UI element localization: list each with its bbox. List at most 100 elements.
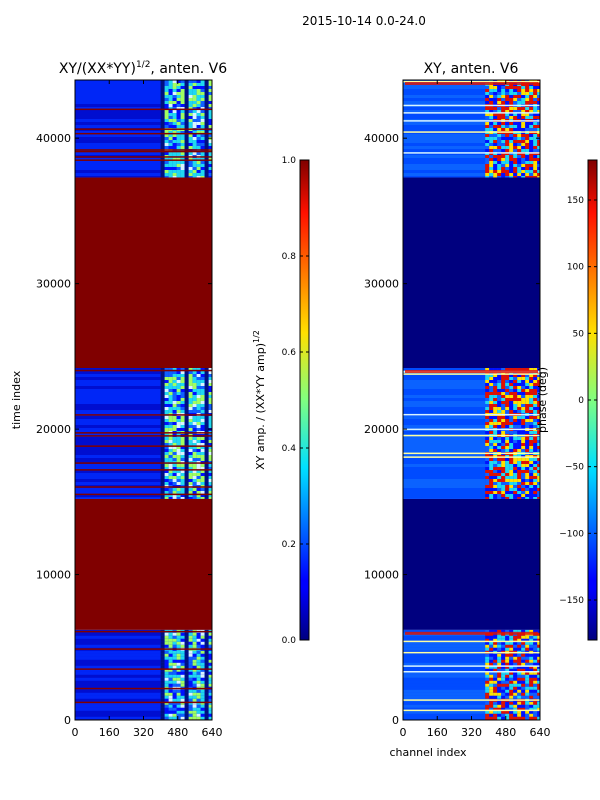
phase-cell (517, 395, 522, 398)
phase-cell (497, 368, 502, 371)
noise-cell (184, 440, 189, 443)
phase-cell (489, 125, 494, 128)
phase-cell (533, 641, 538, 645)
phase-cell (521, 701, 526, 705)
noise-cell (172, 698, 177, 702)
noise-cell (160, 440, 165, 443)
noise-cell (176, 449, 181, 452)
noise-cell (168, 494, 173, 497)
phase-cell (513, 644, 518, 648)
phase-cell (505, 377, 510, 380)
phase-cell (485, 470, 490, 473)
noise-cell (184, 467, 189, 470)
x-tick-label: 0 (400, 726, 407, 739)
phase-cell (513, 641, 518, 645)
phase-cell (497, 422, 502, 425)
noise-cell (196, 683, 201, 687)
noise-cell (204, 668, 209, 672)
phase-cell (537, 647, 540, 651)
phase-cell (533, 635, 538, 639)
noise-row (75, 665, 161, 669)
noise-cell (184, 683, 189, 687)
phase-cell (529, 110, 534, 113)
noise-cell (188, 164, 193, 167)
noise-cell (172, 707, 177, 711)
phase-cell (529, 143, 534, 146)
phase-cell (485, 170, 490, 173)
noise-cell (192, 368, 197, 371)
phase-cell (517, 92, 522, 95)
noise-cell (180, 146, 185, 149)
noise-cell (168, 668, 173, 672)
phase-cell (517, 161, 522, 164)
noise-cell (188, 674, 193, 678)
noise-row (75, 371, 161, 374)
phase-cell (533, 443, 538, 446)
phase-cell (485, 635, 490, 639)
noise-cell (208, 698, 212, 702)
noise-cell (164, 401, 169, 404)
phase-cell (497, 701, 502, 705)
phase-cell (493, 110, 498, 113)
phase-row (403, 161, 486, 164)
noise-cell (184, 161, 189, 164)
phase-cell (485, 659, 490, 663)
noise-cell (168, 131, 173, 134)
phase-cell (513, 677, 518, 681)
noise-cell (196, 464, 201, 467)
noise-cell (180, 140, 185, 143)
phase-cell (513, 704, 518, 708)
phase-cell (497, 689, 502, 693)
noise-cell (160, 368, 165, 371)
phase-cell (525, 686, 530, 690)
noise-cell (204, 665, 209, 669)
phase-cell (509, 437, 514, 440)
noise-cell (184, 632, 189, 636)
phase-cell (497, 404, 502, 407)
noise-cell (208, 659, 212, 663)
phase-cell (533, 167, 538, 170)
phase-cell (505, 122, 510, 125)
phase-cell (533, 89, 538, 92)
phase-cell (509, 398, 514, 401)
noise-cell (188, 116, 193, 119)
phase-cell (521, 482, 526, 485)
phase-cell (501, 440, 506, 443)
noise-cell (200, 161, 205, 164)
phase-cell (533, 383, 538, 386)
noise-cell (204, 398, 209, 401)
noise-cell (164, 440, 169, 443)
phase-cell (533, 485, 538, 488)
noise-cell (172, 383, 177, 386)
noise-cell (168, 80, 173, 83)
phase-cell (489, 437, 494, 440)
phase-cell (485, 713, 490, 717)
phase-cell (521, 383, 526, 386)
phase-cell (505, 440, 510, 443)
phase-row (403, 494, 486, 497)
phase-cell (485, 140, 490, 143)
phase-cell (501, 671, 506, 675)
phase-row (403, 695, 486, 699)
phase-cell (533, 398, 538, 401)
phase-cell (489, 680, 494, 684)
noise-cell (180, 695, 185, 699)
noise-cell (164, 95, 169, 98)
noise-cell (204, 161, 209, 164)
noise-cell (176, 170, 181, 173)
noise-cell (204, 92, 209, 95)
phase-cell (485, 176, 490, 178)
noise-cell (188, 89, 193, 92)
phase-cell (537, 401, 540, 404)
noise-cell (184, 674, 189, 678)
noise-cell (160, 704, 165, 708)
noise-cell (204, 641, 209, 645)
noise-cell (160, 83, 165, 86)
phase-cell (525, 392, 530, 395)
noise-row (75, 380, 161, 383)
noise-cell (184, 497, 189, 499)
noise-cell (192, 692, 197, 696)
noise-cell (168, 407, 173, 410)
phase-cell (497, 671, 502, 675)
phase-cell (533, 449, 538, 452)
